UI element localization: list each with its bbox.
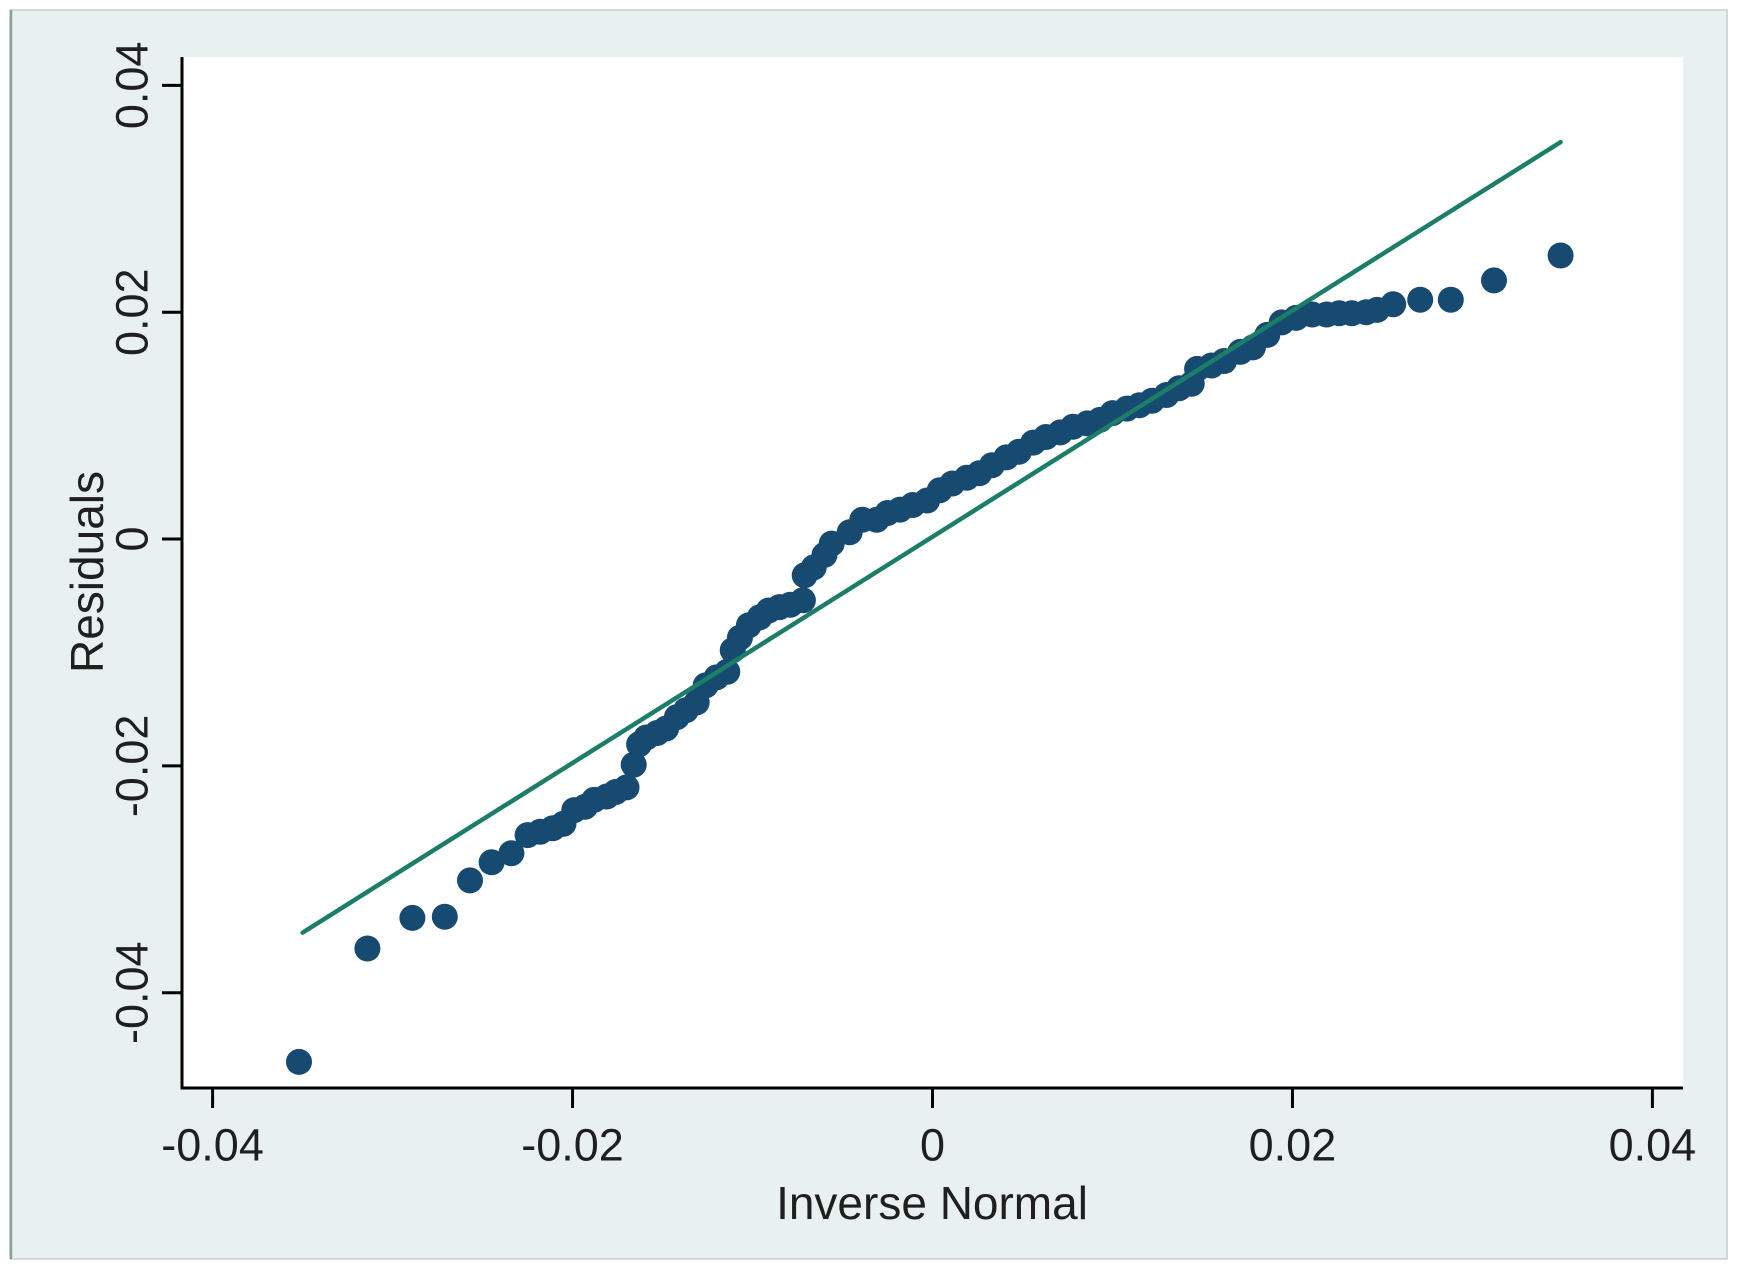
data-point (1437, 286, 1464, 313)
x-tick-label: 0.02 (1249, 1120, 1337, 1171)
x-axis-ticks: -0.04 -0.02 0 0.02 0.04 (161, 1088, 1696, 1171)
data-point (1380, 291, 1407, 318)
reference-line-layer (300, 139, 1563, 935)
data-point (431, 903, 458, 930)
x-tick-label: -0.04 (161, 1120, 264, 1171)
plot-area (182, 57, 1683, 1088)
data-point (478, 849, 505, 876)
data-point (1481, 267, 1507, 294)
y-tick-label: -0.02 (107, 715, 158, 818)
data-point (399, 904, 426, 931)
data-point (286, 1048, 312, 1075)
y-tick-label: 0 (107, 527, 158, 552)
x-axis-title: Inverse Normal (776, 1177, 1088, 1229)
y-tick-label: 0.04 (107, 42, 158, 130)
y-tick-label: 0.02 (107, 268, 158, 356)
data-point (457, 867, 483, 894)
data-point (1407, 286, 1434, 313)
x-tick-label: 0 (920, 1120, 945, 1171)
data-point (613, 774, 640, 801)
data-point (789, 587, 816, 614)
data-point (620, 751, 647, 778)
data-point (714, 658, 741, 685)
normal-reference-line (300, 139, 1563, 935)
data-point (354, 935, 381, 962)
data-point (1547, 242, 1574, 269)
data-point (498, 840, 525, 867)
y-axis-title: Residuals (61, 471, 113, 673)
x-tick-label: -0.02 (521, 1120, 624, 1171)
x-tick-label: 0.04 (1609, 1120, 1697, 1171)
y-tick-label: -0.04 (107, 941, 158, 1044)
y-axis-ticks: 0.04 0.02 0 -0.02 -0.04 (107, 42, 182, 1044)
